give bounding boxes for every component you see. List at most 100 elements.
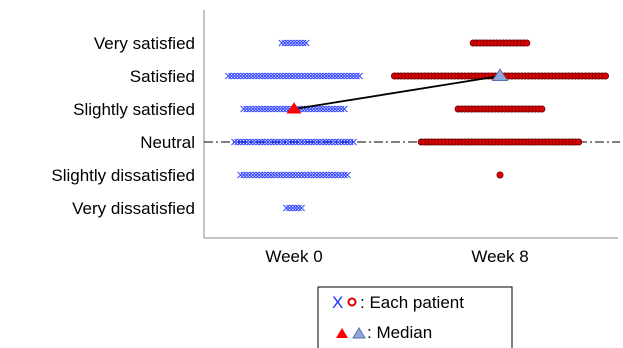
data-point-x [249,105,257,113]
data-point-x [264,138,272,146]
legend-box [317,286,513,348]
data-point-x [295,138,302,146]
data-point-x [225,72,232,80]
data-point-x [292,204,299,212]
data-point-x [267,105,275,113]
data-point-x [331,72,339,80]
data-point-x [287,39,295,47]
data-point-x [325,171,333,179]
data-point-x [316,171,324,179]
data-point-x [319,105,327,113]
data-point-x [328,138,336,146]
data-point-x [344,138,351,146]
data-point-x [252,138,260,146]
data-point-x [276,72,284,80]
legend-entry-median: : Median [367,323,432,342]
data-point-x [283,138,290,146]
median-marker-week8 [491,68,509,81]
legend-median-week0-icon [336,328,348,338]
data-point-x [258,171,266,179]
data-point-x [273,72,281,80]
data-point-x [328,105,336,113]
data-point-x [246,72,254,80]
data-point-x [347,72,354,80]
data-point-x [319,138,327,146]
y-tick-label: Very satisfied [94,34,195,53]
data-point-x [278,39,286,47]
data-point-x [273,138,281,146]
data-point-x [281,39,289,47]
data-point-x [328,72,336,80]
data-point-x [310,171,318,179]
data-point-x [307,72,315,80]
data-point-x [292,72,299,80]
data-point-x [334,72,342,80]
data-point-x [279,72,287,80]
data-point-x [316,72,324,80]
x-tick-label: Week 8 [471,247,528,266]
data-point-x [258,105,266,113]
data-point-x [295,72,302,80]
data-point-x [298,204,305,212]
data-point-x [310,138,318,146]
data-point-x [255,171,263,179]
data-point-x [261,138,269,146]
data-point-x [337,105,345,113]
data-point-x [304,138,312,146]
data-point-x [304,171,312,179]
data-point-x [304,72,312,80]
data-point-x [289,138,296,146]
data-point-x [234,138,241,146]
y-tick-label: Slightly satisfied [73,100,195,119]
data-point-x [243,138,251,146]
legend-glyph-circle [347,297,357,307]
data-point-circle [575,138,583,146]
data-point-x [313,72,321,80]
data-point-x [301,138,309,146]
data-point-x [279,105,287,113]
data-point-x [289,72,296,80]
data-point-x [267,72,275,80]
data-point-x [246,105,254,113]
y-tick-label: Slightly dissatisfied [51,166,195,185]
data-point-x [283,171,290,179]
data-point-x [276,138,284,146]
data-point-x [350,72,357,80]
data-point-x [301,72,309,80]
data-point-x [261,105,269,113]
data-point-x [344,72,351,80]
data-point-x [243,171,251,179]
data-point-x [322,171,330,179]
data-point-x [356,72,363,80]
data-point-circle [523,39,531,47]
data-point-x [286,72,293,80]
data-point-x [283,72,290,80]
data-point-x [231,138,238,146]
data-point-x [347,138,354,146]
data-point-x [283,204,290,212]
data-point-x [240,171,248,179]
data-point-x [331,171,339,179]
data-point-x [307,171,315,179]
data-point-x [316,105,324,113]
data-point-x [243,105,251,113]
data-point-x [264,72,272,80]
data-point-x [325,105,333,113]
data-point-x [228,72,235,80]
data-point-x [289,204,296,212]
data-point-x [246,171,254,179]
data-point-circle [496,171,504,179]
data-point-x [331,138,339,146]
data-point-x [334,105,342,113]
data-point-x [316,138,324,146]
data-point-x [237,72,244,80]
data-point-x [313,171,321,179]
data-point-x [240,72,248,80]
data-point-x [337,72,345,80]
data-point-x [270,72,278,80]
data-point-x [344,171,351,179]
data-point-x [270,105,278,113]
legend-median-week8-icon [352,327,366,339]
data-point-x [255,105,263,113]
data-point-x [302,39,310,47]
